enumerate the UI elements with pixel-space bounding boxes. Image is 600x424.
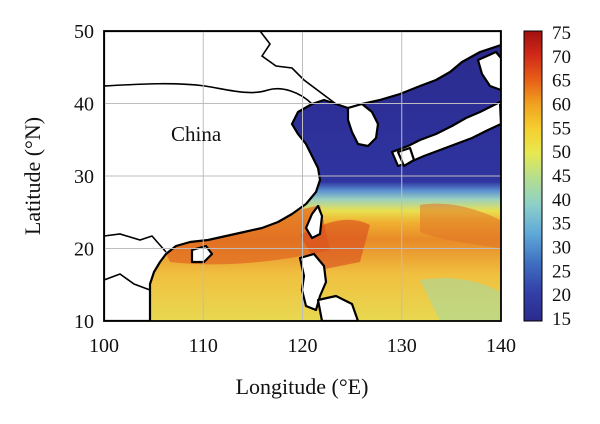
colorbar-tick-label: 60 bbox=[552, 95, 571, 116]
y-tick-labels: 10 20 30 40 50 bbox=[74, 21, 94, 333]
colorbar-tick-label: 15 bbox=[552, 309, 571, 330]
x-tick-label: 130 bbox=[387, 335, 417, 357]
country-borders bbox=[104, 31, 337, 291]
x-axis-title: Longitude (°E) bbox=[236, 374, 369, 399]
visayas bbox=[316, 294, 360, 321]
colorbar-tick-label: 35 bbox=[552, 214, 571, 235]
x-tick-label: 100 bbox=[89, 335, 119, 357]
y-tick-label: 10 bbox=[74, 311, 94, 333]
x-tick-labels: 100 110 120 130 140 bbox=[89, 335, 516, 357]
colorbar-tick-label: 45 bbox=[552, 166, 571, 187]
y-tick-label: 30 bbox=[74, 166, 94, 188]
colorbar bbox=[523, 30, 543, 322]
y-axis-title: Latitude (°N) bbox=[20, 117, 45, 235]
y-tick-label: 50 bbox=[74, 21, 94, 43]
colorbar-tick-label: 65 bbox=[552, 71, 571, 92]
cool-patch-southeast bbox=[420, 278, 500, 321]
x-tick-label: 140 bbox=[486, 335, 516, 357]
colorbar-tick-label: 30 bbox=[552, 238, 571, 259]
plot-frame bbox=[103, 30, 502, 322]
hokkaido bbox=[476, 50, 501, 92]
colorbar-tick-label: 20 bbox=[552, 285, 571, 306]
colorbar-tick-label: 55 bbox=[552, 118, 571, 139]
x-tick-label: 110 bbox=[189, 335, 218, 357]
colorbar-tick-label: 25 bbox=[552, 261, 571, 282]
colorbar-tick-label: 50 bbox=[552, 142, 571, 163]
colorbar-tick-label: 75 bbox=[552, 23, 571, 44]
korea bbox=[346, 102, 380, 148]
colorbar-tick-label: 70 bbox=[552, 47, 571, 68]
grid bbox=[104, 31, 501, 321]
map-label-china: China bbox=[171, 122, 222, 146]
colorbar-tick-label: 40 bbox=[552, 190, 571, 211]
x-tick-label: 120 bbox=[288, 335, 318, 357]
y-tick-label: 20 bbox=[74, 239, 94, 261]
y-tick-label: 40 bbox=[74, 94, 94, 116]
taiwan bbox=[304, 204, 324, 240]
warm-patch-east bbox=[420, 203, 500, 248]
